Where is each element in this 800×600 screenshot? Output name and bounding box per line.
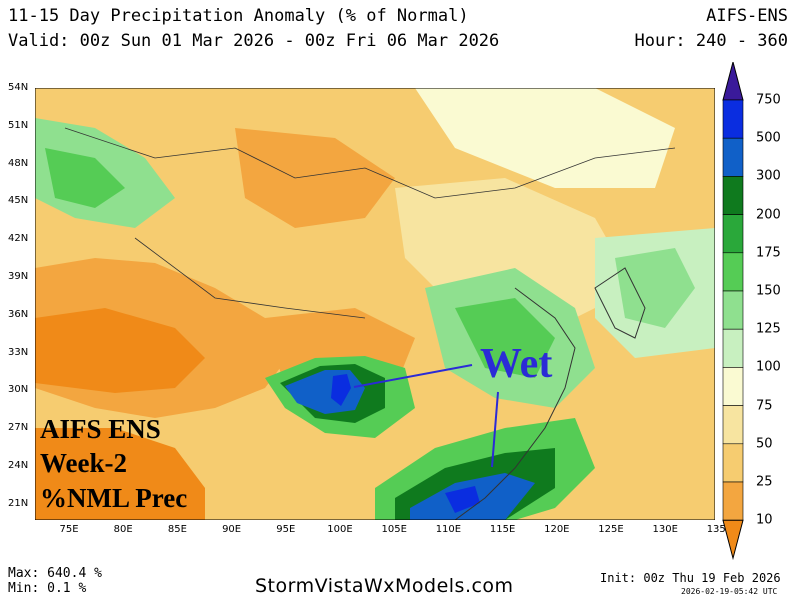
colorbar-bottom-arrow: [722, 519, 744, 561]
lat-label: 36N: [8, 308, 29, 320]
lat-label: 51N: [8, 119, 29, 131]
annotation-line-3: %NML Prec: [40, 483, 188, 513]
colorbar-label: 75: [756, 398, 773, 414]
colorbar-label: 150: [756, 283, 781, 299]
forecast-hour: Hour: 240 - 360: [634, 31, 788, 51]
lon-label: 75E: [59, 524, 79, 535]
lat-label: 54N: [8, 82, 29, 93]
colorbar-top-arrow: [722, 62, 744, 101]
lon-label: 115E: [489, 524, 516, 535]
colorbar-swatch: [722, 99, 744, 139]
lon-label: 80E: [113, 524, 133, 535]
lat-label: 39N: [8, 271, 29, 282]
wet-annotation: Wet: [480, 341, 553, 387]
lat-label: 42N: [8, 233, 29, 245]
colorbar-swatch: [722, 214, 744, 254]
colorbar-label: 25: [756, 474, 773, 490]
lon-label: 85E: [167, 524, 187, 535]
colorbar-swatch: [722, 405, 744, 445]
chart-title: 11-15 Day Precipitation Anomaly (% of No…: [8, 6, 469, 26]
lon-label: 130E: [652, 524, 678, 535]
lon-label: 100E: [327, 524, 353, 535]
init-time: Init: 00z Thu 19 Feb 2026: [600, 571, 781, 585]
colorbar-swatch: [722, 367, 744, 406]
precip-anomaly-map: [35, 88, 715, 520]
min-value: Min: 0.1 %: [8, 581, 87, 596]
lat-label: 21N: [8, 497, 29, 509]
lon-label: 120E: [544, 524, 570, 535]
lat-label: 48N: [8, 157, 29, 169]
colorbar-swatch: [722, 176, 744, 215]
colorbar-swatch: [722, 328, 744, 368]
colorbar-label: 10: [756, 512, 773, 528]
colorbar-swatch: [722, 443, 744, 483]
annotation-line-2: Week-2: [40, 448, 127, 478]
colorbar-label: 175: [756, 245, 781, 261]
generation-timestamp: 2026-02-19-05:42 UTC: [681, 587, 778, 596]
lon-label: 90E: [222, 524, 242, 535]
colorbar-label: 750: [756, 92, 781, 108]
colorbar-swatch: [722, 481, 744, 521]
max-value: Max: 640.4 %: [8, 566, 102, 581]
lon-label: 95E: [276, 524, 296, 535]
lat-label: 45N: [8, 195, 29, 207]
lon-label: 105E: [381, 524, 407, 535]
colorbar: [722, 62, 744, 561]
colorbar-swatch: [722, 290, 744, 330]
valid-period: Valid: 00z Sun 01 Mar 2026 - 00z Fri 06 …: [8, 31, 500, 51]
colorbar-label: 125: [756, 321, 781, 337]
model-name: AIFS-ENS: [706, 6, 788, 26]
colorbar-swatch: [722, 252, 744, 292]
colorbar-label: 100: [756, 359, 781, 375]
colorbar-label: 500: [756, 130, 781, 146]
colorbar-label: 50: [756, 436, 773, 452]
lat-label: 30N: [8, 384, 29, 396]
lat-label: 33N: [8, 346, 29, 358]
lon-label: 135E: [706, 524, 733, 535]
annotation-line-1: AIFS ENS: [40, 414, 161, 444]
lat-label: 27N: [8, 422, 29, 434]
colorbar-label: 200: [756, 207, 781, 223]
colorbar-swatch: [722, 137, 744, 177]
lat-label: 24N: [8, 460, 29, 471]
lon-label: 125E: [598, 524, 624, 535]
colorbar-label: 300: [756, 168, 781, 184]
site-watermark: StormVistaWxModels.com: [255, 575, 514, 597]
lon-label: 110E: [435, 524, 462, 535]
